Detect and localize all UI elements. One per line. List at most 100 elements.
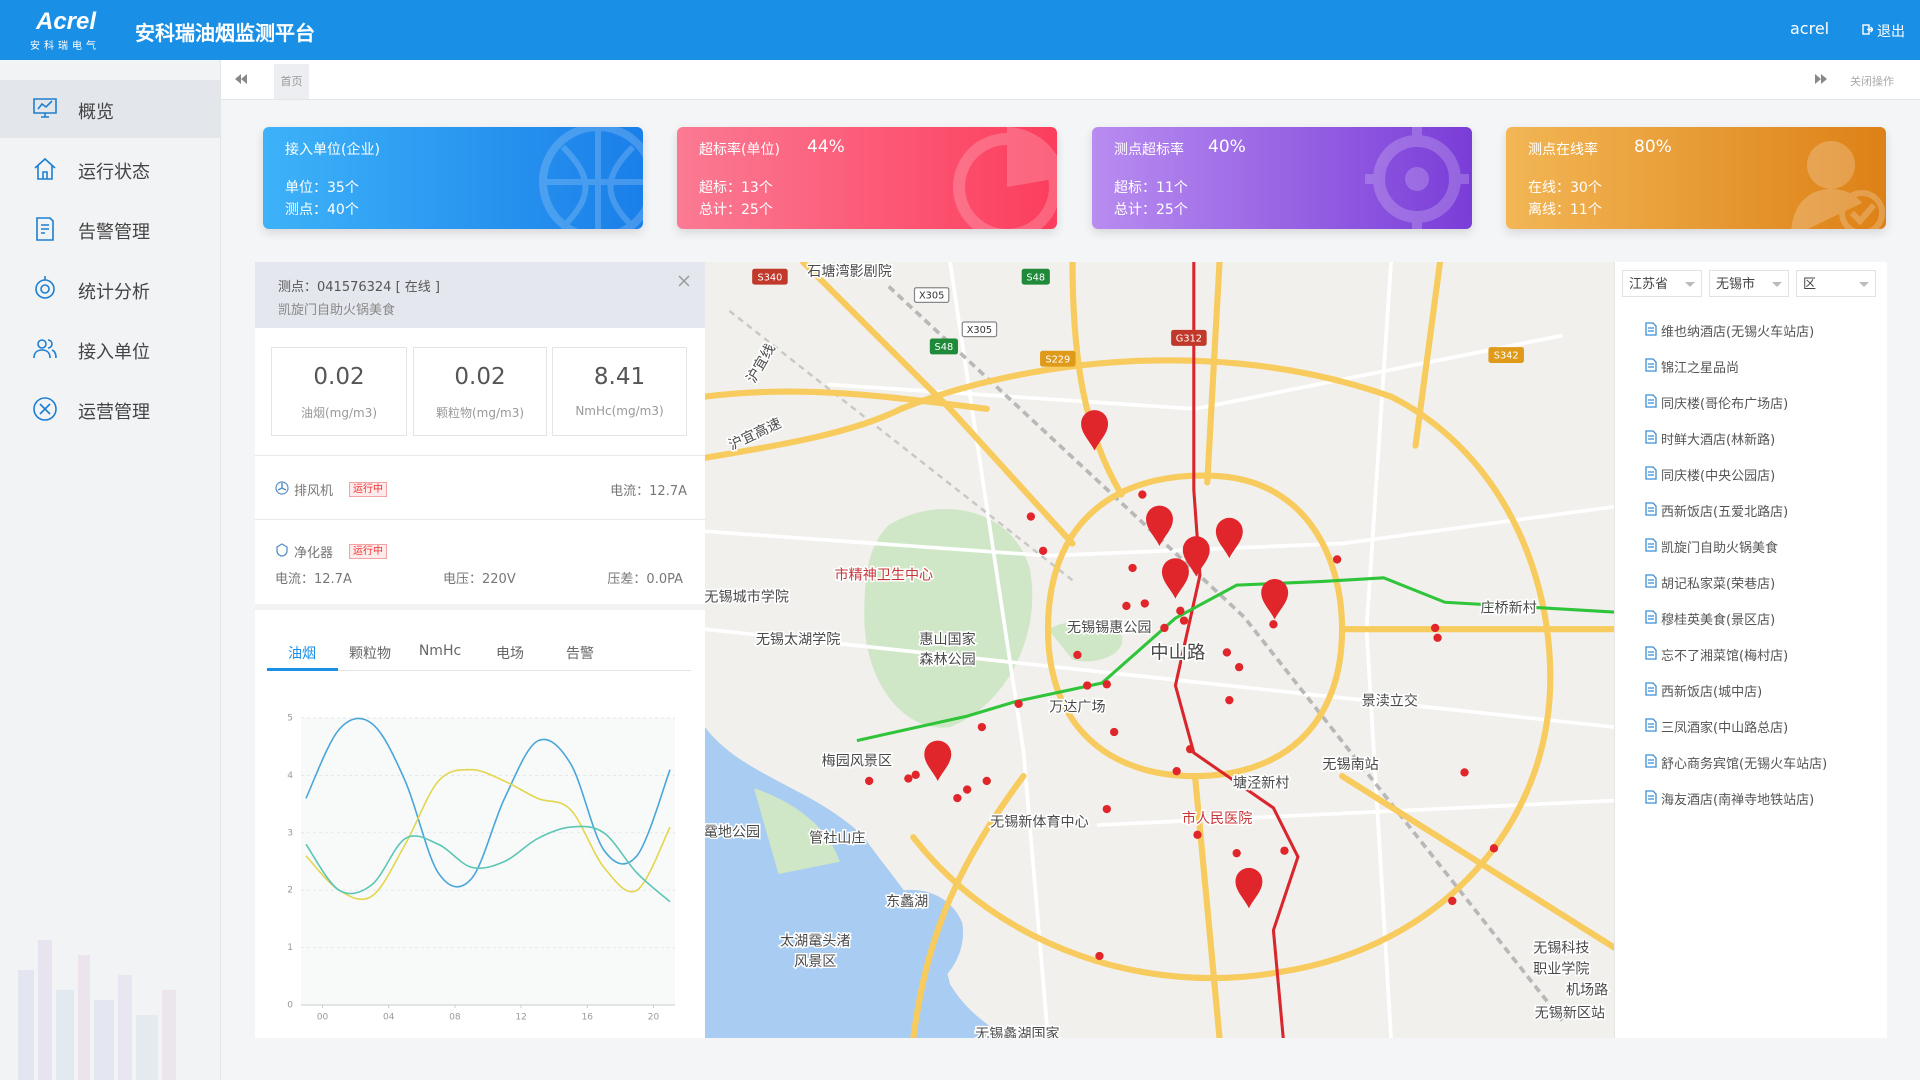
logo-subtitle: 安科瑞电气 — [30, 41, 100, 52]
chart-tab[interactable]: 电场 — [496, 646, 524, 662]
chart-tab[interactable]: 油烟 — [288, 646, 316, 662]
site-icon — [1645, 358, 1657, 372]
map-dot — [1122, 601, 1131, 611]
map-dot — [1172, 767, 1181, 776]
site-name: 舒心商务宾馆(无锡火车站店) — [1661, 757, 1828, 772]
app-title: 安科瑞油烟监测平台 — [135, 21, 315, 45]
map-pin — [1182, 536, 1210, 577]
site-name: 西新饭店(城中店) — [1661, 685, 1763, 700]
map-pin — [1146, 505, 1173, 546]
site-icon-shape — [1645, 358, 1657, 372]
map-dot — [1038, 546, 1048, 556]
map-label: 市精神卫生中心 — [835, 566, 934, 583]
menu-item[interactable]: 接入单位 — [0, 320, 220, 378]
menu-item[interactable]: 统计分析 — [0, 260, 220, 318]
card-line: 在线：30个 — [1528, 180, 1602, 196]
railway — [887, 285, 1564, 1023]
menu-item[interactable]: 运营管理 — [0, 380, 220, 438]
road-shield-label: X305 — [919, 291, 944, 302]
menu-icon — [35, 276, 55, 299]
card-line: 总计：25个 — [1114, 202, 1188, 218]
x-tick-label: 16 — [582, 1013, 594, 1023]
y-tick-label: 4 — [287, 771, 293, 781]
menu-label: 统计分析 — [78, 282, 150, 303]
tab-bar — [221, 60, 1920, 100]
road-shield-label: G312 — [1176, 334, 1202, 345]
map-label: 鼋地公园 — [705, 824, 760, 840]
site-icon-shape — [1645, 682, 1657, 696]
map-dot — [864, 776, 874, 786]
card-rate: 40% — [1208, 137, 1246, 157]
menu-item[interactable]: 告警管理 — [0, 200, 220, 258]
chart-tab[interactable]: NmHc — [418, 643, 462, 659]
card-decoration — [953, 127, 1057, 229]
chart-tab[interactable]: 颗粒物 — [349, 646, 391, 662]
tab-underline-track — [267, 670, 691, 671]
map-pin — [1235, 867, 1263, 909]
map-dot — [1234, 662, 1244, 672]
card-rate: 80% — [1634, 137, 1672, 157]
fan-icon — [275, 481, 289, 495]
tab-close-menu[interactable]: 关闭操作 — [1850, 75, 1894, 88]
site-icon — [1645, 322, 1657, 336]
menu-item[interactable]: 运行状态 — [0, 140, 220, 198]
site-icon-shape — [1645, 610, 1657, 624]
map-dot — [953, 793, 962, 803]
site-name: 穆桂英美食(景区店) — [1661, 613, 1776, 628]
map-label: 无锡蠡湖国家 — [975, 1025, 1060, 1038]
site-name: 同庆楼(哥伦布广场店) — [1661, 397, 1789, 412]
menu-icon-shape — [33, 98, 57, 118]
map-pin — [924, 740, 952, 781]
site-icon-shape — [1645, 754, 1657, 768]
card-title: 测点超标率 — [1114, 142, 1184, 158]
road-shield-label: S48 — [1026, 272, 1045, 283]
menu-icon-shape — [33, 397, 57, 421]
map-dot — [1232, 849, 1241, 858]
tab-scroll-right[interactable] — [1815, 74, 1827, 84]
user-name: acrel — [1790, 19, 1830, 38]
plot-background — [301, 718, 675, 1005]
card-decoration — [539, 127, 643, 229]
map-dot — [1176, 606, 1185, 615]
site-icon-shape — [1645, 394, 1657, 408]
point-name: 凯旋门自助火锅美食 — [278, 303, 396, 318]
reading-box: 0.02 油烟(mg/m3) — [271, 347, 407, 436]
district-select[interactable]: 区 — [1796, 270, 1876, 297]
map-label: 职业学院 — [1533, 961, 1589, 977]
map-dot — [1138, 490, 1147, 499]
x-tick-label: 12 — [515, 1013, 526, 1023]
tab-home[interactable]: 首页 — [274, 64, 309, 99]
park — [754, 788, 840, 874]
map-dot — [1102, 804, 1111, 814]
map-dot — [1433, 633, 1442, 642]
major-roads — [705, 262, 1614, 1038]
map-label: 森林公园 — [919, 652, 975, 668]
separator — [255, 519, 705, 520]
map-markers — [864, 410, 1499, 961]
menu-icon — [33, 397, 57, 421]
map-label: 无锡新区站 — [1535, 1006, 1605, 1022]
card-line: 离线：11个 — [1528, 202, 1602, 218]
map-dot — [1193, 830, 1202, 839]
map-label: 石塘湾影剧院 — [807, 263, 892, 280]
menu-item[interactable]: 概览 — [0, 80, 220, 138]
logout-button[interactable]: 退出 — [1877, 24, 1905, 40]
reading-label: 颗粒物(mg/m3) — [435, 406, 525, 420]
purifier-name: 净化器 — [294, 546, 334, 561]
city-select[interactable]: 无锡市 — [1709, 270, 1789, 297]
y-tick-label: 0 — [287, 1001, 293, 1011]
road-shield — [1040, 350, 1076, 367]
close-button[interactable] — [677, 274, 691, 288]
tab-scroll-left[interactable] — [235, 74, 247, 84]
map-dot — [1225, 696, 1234, 705]
menu-label: 概览 — [78, 102, 114, 123]
chart-tab[interactable]: 告警 — [566, 646, 594, 662]
province-select[interactable]: 江苏省 — [1622, 270, 1702, 297]
card-line: 总计：25个 — [699, 202, 773, 218]
map-dot — [1110, 727, 1119, 737]
reading-value: 0.02 — [313, 364, 365, 390]
park — [864, 509, 1033, 728]
site-icon — [1645, 754, 1657, 768]
